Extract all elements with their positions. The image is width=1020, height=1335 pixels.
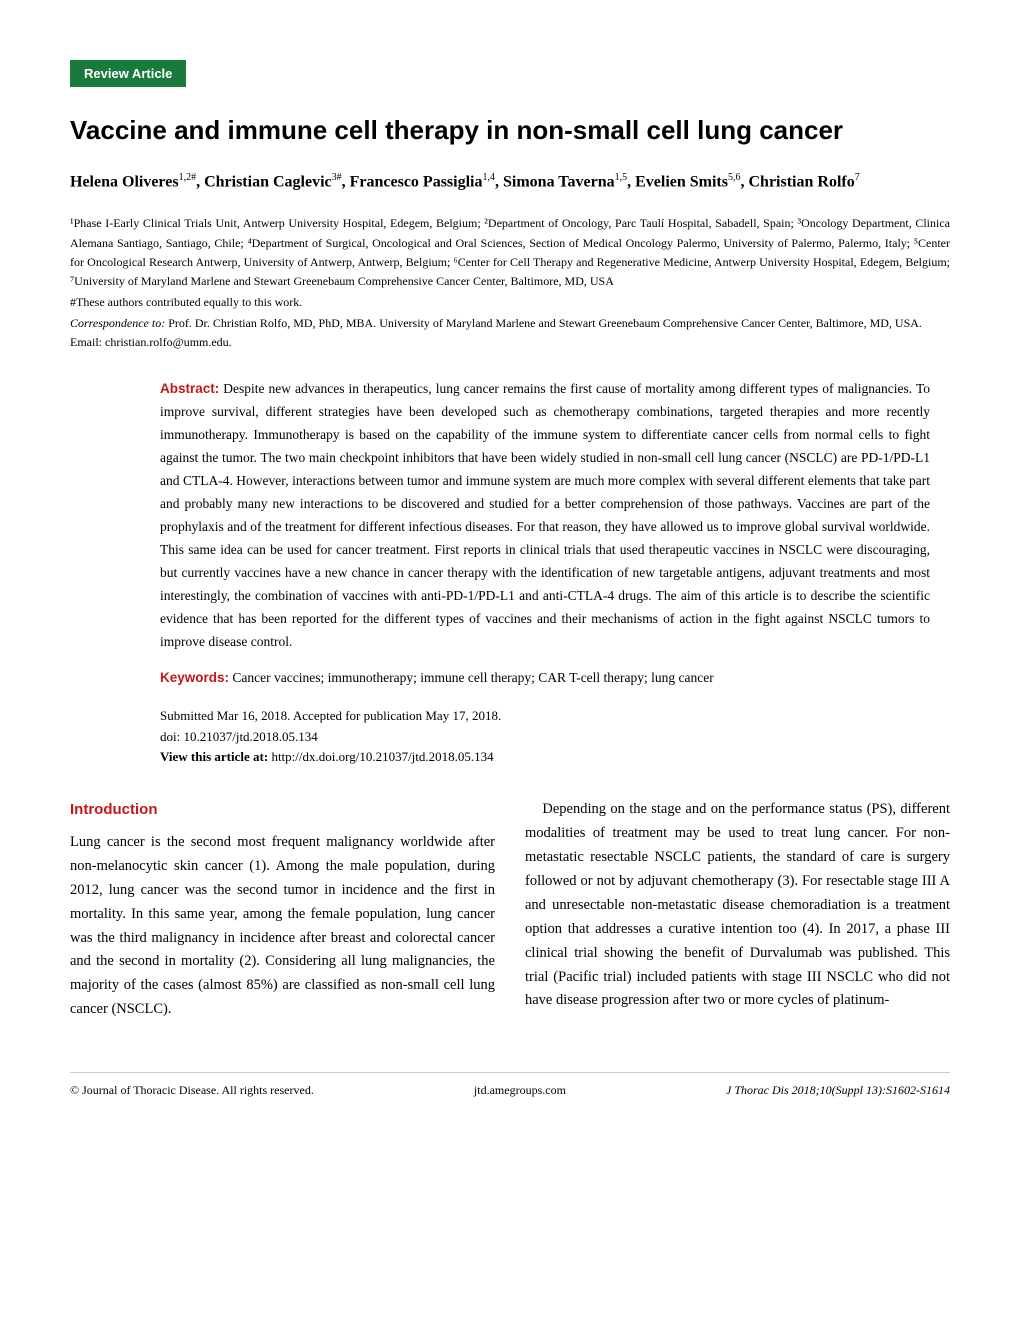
body-columns: Introduction Lung cancer is the second m… bbox=[70, 798, 950, 1022]
body-column-right: Depending on the stage and on the perfor… bbox=[525, 798, 950, 1022]
keywords-line: Keywords: Cancer vaccines; immunotherapy… bbox=[160, 670, 930, 686]
body-column-left: Introduction Lung cancer is the second m… bbox=[70, 798, 495, 1022]
abstract-body: Despite new advances in therapeutics, lu… bbox=[160, 381, 930, 648]
abstract-block: Abstract: Despite new advances in therap… bbox=[70, 378, 950, 768]
dates-block: Submitted Mar 16, 2018. Accepted for pub… bbox=[160, 706, 930, 768]
section-heading-introduction: Introduction bbox=[70, 798, 495, 823]
view-article-url: http://dx.doi.org/10.21037/jtd.2018.05.1… bbox=[271, 749, 493, 764]
keywords-body: Cancer vaccines; immunotherapy; immune c… bbox=[229, 670, 714, 685]
abstract-label: Abstract: bbox=[160, 381, 219, 396]
correspondence-label: Correspondence to: bbox=[70, 316, 165, 330]
contribution-note: #These authors contributed equally to th… bbox=[70, 295, 950, 310]
article-title: Vaccine and immune cell therapy in non-s… bbox=[70, 115, 950, 146]
body-paragraph-right: Depending on the stage and on the perfor… bbox=[525, 798, 950, 1013]
footer-citation: J Thorac Dis 2018;10(Suppl 13):S1602-S16… bbox=[726, 1083, 950, 1098]
view-article-line: View this article at: http://dx.doi.org/… bbox=[160, 747, 930, 768]
abstract-paragraph: Abstract: Despite new advances in therap… bbox=[160, 378, 930, 653]
affiliations: ¹Phase I-Early Clinical Trials Unit, Ant… bbox=[70, 214, 950, 291]
author-list: Helena Oliveres1,2#, Christian Caglevic3… bbox=[70, 170, 950, 194]
doi-line: doi: 10.21037/jtd.2018.05.134 bbox=[160, 727, 930, 748]
correspondence: Correspondence to: Prof. Dr. Christian R… bbox=[70, 314, 950, 352]
submitted-accepted-line: Submitted Mar 16, 2018. Accepted for pub… bbox=[160, 706, 930, 727]
footer-copyright: © Journal of Thoracic Disease. All right… bbox=[70, 1083, 314, 1098]
correspondence-text: Prof. Dr. Christian Rolfo, MD, PhD, MBA.… bbox=[70, 316, 922, 349]
page-footer: © Journal of Thoracic Disease. All right… bbox=[70, 1072, 950, 1098]
keywords-label: Keywords: bbox=[160, 670, 229, 685]
view-article-label: View this article at: bbox=[160, 749, 271, 764]
footer-url: jtd.amegroups.com bbox=[474, 1083, 566, 1098]
body-paragraph-left: Lung cancer is the second most frequent … bbox=[70, 831, 495, 1022]
article-type-badge: Review Article bbox=[70, 60, 186, 87]
